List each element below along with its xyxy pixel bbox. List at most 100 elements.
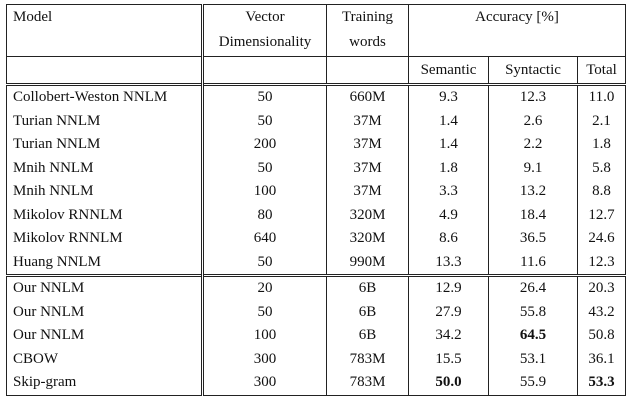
cell-total: 20.3 <box>577 274 626 301</box>
cell-words: 990M <box>326 250 409 276</box>
accuracy-comparison-table: Model Vector Training Accuracy [%] Dimen… <box>6 4 626 396</box>
cell-syntactic: 11.6 <box>488 250 578 276</box>
cell-semantic: 12.9 <box>408 274 489 301</box>
cell-words: 6B <box>326 274 409 301</box>
cell-model: Our NNLM <box>6 274 204 301</box>
cell-dim: 80 <box>202 203 327 227</box>
header-vector-line1: Vector <box>202 4 327 31</box>
cell-words: 6B <box>326 300 409 324</box>
cell-dim: 300 <box>202 347 327 371</box>
cell-dim: 100 <box>202 324 327 348</box>
cell-total: 53.3 <box>577 371 626 396</box>
table-row: Our NNLM 50 6B 27.9 55.8 43.2 <box>6 300 626 324</box>
cell-dim: 50 <box>202 250 327 276</box>
cell-dim: 50 <box>202 83 327 110</box>
cell-dim: 50 <box>202 109 327 133</box>
header-blank-words <box>326 56 409 85</box>
cell-model: Turian NNLM <box>6 133 204 157</box>
cell-total: 36.1 <box>577 347 626 371</box>
cell-words: 37M <box>326 109 409 133</box>
cell-words: 783M <box>326 371 409 396</box>
cell-model: Our NNLM <box>6 300 204 324</box>
cell-syntactic: 53.1 <box>488 347 578 371</box>
header-blank-dim <box>202 56 327 85</box>
cell-syntactic: 13.2 <box>488 180 578 204</box>
cell-dim: 100 <box>202 180 327 204</box>
cell-words: 37M <box>326 156 409 180</box>
cell-model: CBOW <box>6 347 204 371</box>
cell-words: 6B <box>326 324 409 348</box>
cell-model: Turian NNLM <box>6 109 204 133</box>
cell-model: Skip-gram <box>6 371 204 396</box>
cell-words: 320M <box>326 227 409 251</box>
cell-semantic: 50.0 <box>408 371 489 396</box>
table-row: Collobert-Weston NNLM 50 660M 9.3 12.3 11.0 <box>6 83 626 110</box>
table-row: Skip-gram 300 783M 50.0 55.9 53.3 <box>6 371 626 396</box>
cell-syntactic: 9.1 <box>488 156 578 180</box>
cell-words: 320M <box>326 203 409 227</box>
header-row-2: Dimensionality words <box>6 31 626 57</box>
cell-syntactic: 55.9 <box>488 371 578 396</box>
cell-total: 43.2 <box>577 300 626 324</box>
header-vector-line2: Dimensionality <box>202 31 327 57</box>
results-table-container: Model Vector Training Accuracy [%] Dimen… <box>6 4 626 396</box>
table-row: CBOW 300 783M 15.5 53.1 36.1 <box>6 347 626 371</box>
header-semantic: Semantic <box>408 56 489 85</box>
cell-syntactic: 55.8 <box>488 300 578 324</box>
cell-dim: 640 <box>202 227 327 251</box>
cell-dim: 50 <box>202 300 327 324</box>
cell-syntactic: 36.5 <box>488 227 578 251</box>
cell-words: 37M <box>326 133 409 157</box>
cell-dim: 200 <box>202 133 327 157</box>
cell-semantic: 1.4 <box>408 133 489 157</box>
cell-total: 2.1 <box>577 109 626 133</box>
cell-dim: 50 <box>202 156 327 180</box>
cell-semantic: 34.2 <box>408 324 489 348</box>
cell-model: Collobert-Weston NNLM <box>6 83 204 110</box>
cell-words: 37M <box>326 180 409 204</box>
table-row: Our NNLM 20 6B 12.9 26.4 20.3 <box>6 274 626 301</box>
cell-semantic: 1.4 <box>408 109 489 133</box>
cell-syntactic: 64.5 <box>488 324 578 348</box>
cell-semantic: 8.6 <box>408 227 489 251</box>
header-blank-model <box>6 56 204 85</box>
header-training-line2: words <box>326 31 409 57</box>
table-row: Turian NNLM 200 37M 1.4 2.2 1.8 <box>6 133 626 157</box>
cell-model: Mikolov RNNLM <box>6 203 204 227</box>
header-training-line1: Training <box>326 4 409 31</box>
header-row-1: Model Vector Training Accuracy [%] <box>6 4 626 57</box>
header-row-3: Semantic Syntactic Total <box>6 56 626 85</box>
cell-semantic: 3.3 <box>408 180 489 204</box>
cell-semantic: 27.9 <box>408 300 489 324</box>
cell-total: 5.8 <box>577 156 626 180</box>
cell-syntactic: 26.4 <box>488 274 578 301</box>
cell-syntactic: 2.6 <box>488 109 578 133</box>
header-model: Model <box>6 4 204 31</box>
cell-total: 1.8 <box>577 133 626 157</box>
cell-total: 8.8 <box>577 180 626 204</box>
cell-total: 12.7 <box>577 203 626 227</box>
cell-semantic: 1.8 <box>408 156 489 180</box>
cell-total: 12.3 <box>577 250 626 276</box>
cell-model: Huang NNLM <box>6 250 204 276</box>
cell-semantic: 13.3 <box>408 250 489 276</box>
header-blank <box>6 31 204 57</box>
table-row: Turian NNLM 50 37M 1.4 2.6 2.1 <box>6 109 626 133</box>
cell-words: 660M <box>326 83 409 110</box>
table-row: Our NNLM 100 6B 34.2 64.5 50.8 <box>6 324 626 348</box>
header-total: Total <box>577 56 626 85</box>
table-row: Mnih NNLM 50 37M 1.8 9.1 5.8 <box>6 156 626 180</box>
cell-syntactic: 12.3 <box>488 83 578 110</box>
cell-semantic: 15.5 <box>408 347 489 371</box>
cell-semantic: 9.3 <box>408 83 489 110</box>
table-row: Mikolov RNNLM 640 320M 8.6 36.5 24.6 <box>6 227 626 251</box>
cell-semantic: 4.9 <box>408 203 489 227</box>
cell-words: 783M <box>326 347 409 371</box>
header-syntactic: Syntactic <box>488 56 578 85</box>
cell-syntactic: 2.2 <box>488 133 578 157</box>
table-row: Huang NNLM 50 990M 13.3 11.6 12.3 <box>6 250 626 276</box>
cell-total: 11.0 <box>577 83 626 110</box>
table-row: Mnih NNLM 100 37M 3.3 13.2 8.8 <box>6 180 626 204</box>
cell-model: Mikolov RNNLM <box>6 227 204 251</box>
cell-dim: 300 <box>202 371 327 396</box>
